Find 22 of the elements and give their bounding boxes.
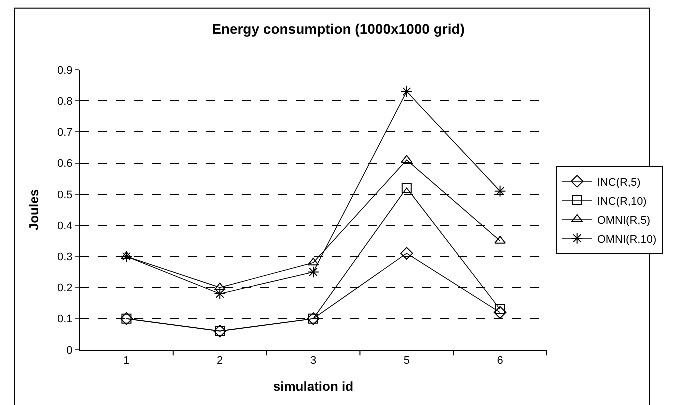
x-axis-title: simulation id — [273, 378, 354, 394]
y-tick-label: 0.3 — [58, 252, 73, 264]
x-tick-label: 2 — [217, 355, 224, 368]
y-tick-label: 0.4 — [58, 220, 73, 232]
y-tick-label: 0 — [66, 344, 73, 357]
y-axis-title: Joules — [26, 189, 42, 231]
y-tick-label: 0.1 — [58, 314, 73, 326]
y-tick-label: 0.5 — [58, 189, 73, 202]
y-tick-label: 0.6 — [58, 158, 73, 170]
legend-label: OMNI(R,10) — [597, 234, 657, 246]
x-tick-label: 6 — [497, 355, 504, 368]
legend-label: OMNI(R,5) — [597, 214, 651, 227]
x-tick-label: 5 — [404, 355, 410, 368]
x-tick-label: 3 — [310, 355, 317, 368]
y-tick-label: 0.2 — [58, 282, 73, 295]
y-tick-label: 0.7 — [58, 127, 73, 140]
legend-label: INC(R,5) — [597, 176, 641, 189]
chart-title: Energy consumption (1000x1000 grid) — [212, 21, 465, 38]
y-tick-label: 0.9 — [58, 64, 73, 77]
x-tick-label: 1 — [124, 355, 130, 368]
y-tick-label: 0.8 — [58, 96, 73, 108]
legend-label: INC(R,10) — [597, 196, 647, 208]
